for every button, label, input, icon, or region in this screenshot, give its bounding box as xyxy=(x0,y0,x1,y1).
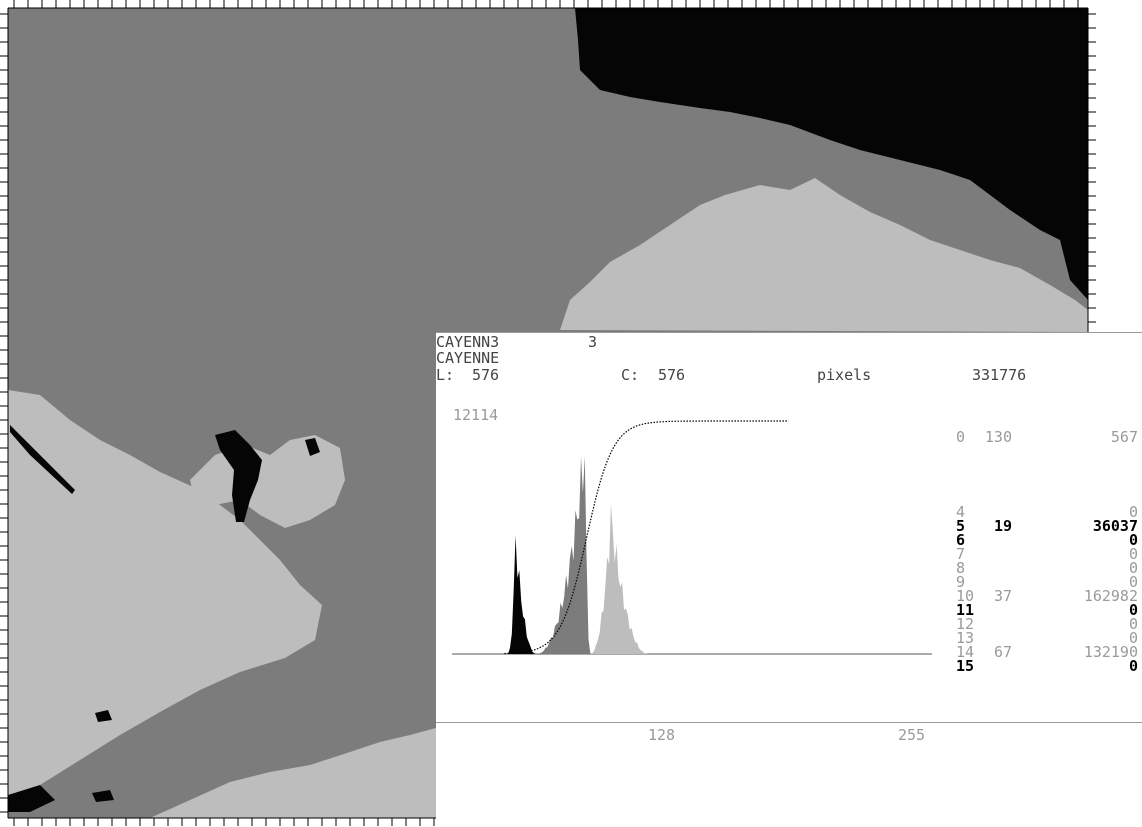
class-index: 15 xyxy=(956,657,975,675)
class-index: 14 xyxy=(956,643,975,661)
class-index: 10 xyxy=(956,587,975,605)
dark-spot xyxy=(305,438,320,456)
class-index: 11 xyxy=(956,601,975,619)
dark-spot xyxy=(215,430,262,522)
cols-label: C: xyxy=(621,366,640,384)
class-index: 7 xyxy=(956,545,966,563)
class-index: 0 xyxy=(956,428,966,446)
class-index: 4 xyxy=(956,503,966,521)
histogram-ymax: 12114 xyxy=(453,406,499,424)
class-count: 162982 xyxy=(1083,587,1138,605)
cumulative-curve xyxy=(504,420,789,655)
panel-bottom-rule xyxy=(436,722,1142,723)
class-index: 13 xyxy=(956,629,975,647)
lines-label: L: xyxy=(436,366,455,384)
file-name: CAYENN3 xyxy=(436,333,500,351)
dark-spot xyxy=(10,425,75,494)
histogram-chart xyxy=(452,420,932,655)
dark-spot xyxy=(92,790,114,802)
class-count: 0 xyxy=(1128,559,1138,577)
image-rulers xyxy=(0,0,1096,826)
dark-spot xyxy=(8,785,55,812)
panel-top-rule xyxy=(436,332,1142,333)
lines-value: 576 xyxy=(472,366,500,384)
histogram-peak-water xyxy=(536,456,591,654)
class-index: 9 xyxy=(956,573,966,591)
class-count: 132190 xyxy=(1083,643,1138,661)
band-number: 3 xyxy=(588,333,598,351)
ocean-region xyxy=(575,8,1088,300)
class-count: 0 xyxy=(1128,657,1138,675)
histogram-panel: CAYENN3 3 CAYENNE L: 576 C: 576 pixels 3… xyxy=(436,332,1142,827)
pixels-value: 331776 xyxy=(972,366,1027,384)
pixels-label: pixels xyxy=(817,366,872,384)
class-value: 19 xyxy=(993,517,1012,535)
class-count: 36037 xyxy=(1092,517,1138,535)
class-count: 0 xyxy=(1128,601,1138,619)
histogram-peak-land xyxy=(590,503,649,654)
class-value: 37 xyxy=(993,587,1012,605)
land-region-peninsula xyxy=(8,390,322,800)
class-count: 0 xyxy=(1128,629,1138,647)
land-region-south xyxy=(150,728,436,818)
class-count: 0 xyxy=(1128,531,1138,549)
class-count: 0 xyxy=(1128,615,1138,633)
cols-value: 576 xyxy=(658,366,686,384)
axis-label-255: 255 xyxy=(898,726,926,744)
image-name: CAYENNE xyxy=(436,349,500,367)
class-count: 0 xyxy=(1128,573,1138,591)
class-count: 567 xyxy=(1110,428,1138,446)
class-count: 0 xyxy=(1128,503,1138,521)
class-count: 0 xyxy=(1128,545,1138,563)
class-index: 5 xyxy=(956,517,966,535)
class-index: 8 xyxy=(956,559,966,577)
class-value: 130 xyxy=(984,428,1012,446)
histogram-peak-dark xyxy=(508,535,537,654)
class-index: 6 xyxy=(956,531,966,549)
axis-label-128: 128 xyxy=(648,726,676,744)
land-region-coast xyxy=(560,178,1088,332)
class-index: 12 xyxy=(956,615,975,633)
dark-spot xyxy=(95,710,112,722)
class-value: 67 xyxy=(993,643,1012,661)
